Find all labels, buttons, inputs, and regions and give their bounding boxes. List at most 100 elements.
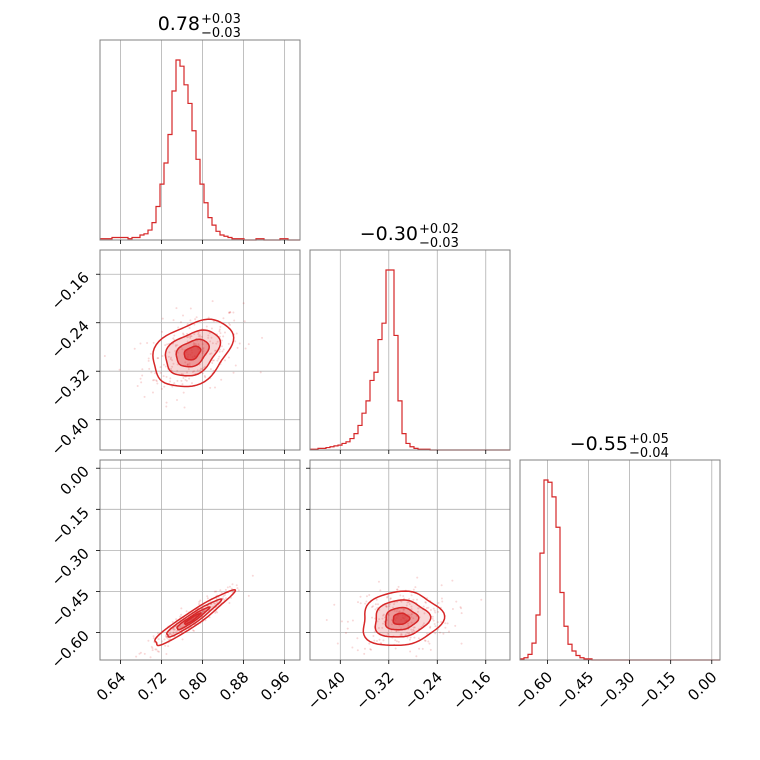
sample-point [454, 624, 457, 627]
sample-point [164, 365, 167, 368]
sample-point [368, 594, 371, 597]
sample-point [172, 627, 175, 630]
sample-point [188, 364, 191, 367]
sample-point [228, 322, 231, 325]
panel-frame [519, 459, 721, 661]
panel-frame [99, 39, 301, 241]
sample-point [392, 606, 395, 609]
sample-point [232, 311, 235, 314]
sample-point [172, 628, 175, 631]
sample-point [408, 614, 411, 617]
sample-point [174, 349, 177, 352]
sample-point [387, 614, 390, 617]
sample-point [160, 387, 163, 390]
sample-point [429, 625, 432, 628]
x-tick-label: 0.96 [257, 668, 293, 704]
sample-point [394, 647, 397, 650]
sample-point [209, 340, 212, 343]
sample-point [214, 611, 217, 614]
sample-point [399, 594, 402, 597]
sample-point [226, 586, 229, 589]
sample-point [403, 608, 406, 611]
sample-point [200, 335, 203, 338]
sample-point [408, 638, 411, 641]
sample-point [395, 588, 398, 591]
sample-point [228, 323, 231, 326]
sample-point [222, 597, 225, 600]
sample-point [336, 642, 339, 645]
sample-point [218, 350, 221, 353]
sample-point [400, 634, 403, 637]
title-plus-param-2: +0.02 [419, 222, 459, 237]
sample-point [215, 590, 218, 593]
sample-point [234, 364, 237, 367]
sample-point [393, 609, 396, 612]
sample-point [169, 377, 172, 380]
sample-point [211, 362, 214, 365]
sample-point [370, 648, 373, 651]
title-param-3: −0.55 +0.05 −0.04 [570, 432, 669, 461]
sample-point [166, 343, 169, 346]
sample-point [170, 633, 173, 636]
sample-point [176, 351, 179, 354]
sample-point [155, 379, 158, 382]
sample-point [209, 386, 212, 389]
sample-point [460, 612, 463, 615]
sample-point [431, 617, 434, 620]
sample-point [151, 391, 154, 394]
sample-point [192, 342, 195, 345]
sample-point [356, 601, 359, 604]
sample-point [412, 598, 415, 601]
sample-point [171, 385, 174, 388]
sample-point [451, 579, 454, 582]
sample-point [143, 652, 146, 655]
sample-point [191, 371, 194, 374]
sample-point [381, 622, 384, 625]
sample-point [220, 378, 223, 381]
title-minus-param-1: −0.03 [201, 26, 241, 41]
sample-point [187, 368, 190, 371]
sample-point [161, 640, 164, 643]
sample-point [118, 368, 121, 371]
sample-point [423, 612, 426, 615]
sample-point [156, 382, 159, 385]
sample-point [228, 311, 231, 314]
sample-point [363, 647, 366, 650]
sample-point [388, 602, 391, 605]
sample-point [228, 585, 231, 588]
sample-point [215, 342, 218, 345]
sample-point [427, 606, 430, 609]
sample-point [417, 637, 420, 640]
sample-point [379, 642, 382, 645]
sample-point [180, 607, 183, 610]
sample-point [163, 638, 166, 641]
y-tick-label: 0.00 [56, 462, 92, 498]
sample-point [459, 606, 462, 609]
sample-point [363, 652, 366, 655]
sample-point [410, 613, 413, 616]
sample-point [186, 336, 189, 339]
sample-point [139, 651, 142, 654]
title-param-2: −0.30 +0.02 −0.03 [360, 222, 459, 251]
sample-point [438, 631, 441, 634]
sample-point [180, 373, 183, 376]
sample-point [152, 637, 155, 640]
sample-point [365, 600, 368, 603]
sample-point [209, 368, 212, 371]
sample-point [374, 608, 377, 611]
sample-point [399, 634, 402, 637]
sample-point [193, 370, 196, 373]
y-tick-label: −0.45 [48, 586, 93, 631]
sample-point [460, 642, 463, 645]
sample-point [208, 331, 211, 334]
sample-point [210, 336, 213, 339]
sample-point [218, 355, 221, 358]
sample-point [400, 600, 403, 603]
sample-point [413, 629, 416, 632]
sample-point [432, 619, 435, 622]
scatter-points [103, 300, 264, 409]
sample-point [229, 311, 232, 314]
sample-point [423, 622, 426, 625]
sample-point [385, 605, 388, 608]
